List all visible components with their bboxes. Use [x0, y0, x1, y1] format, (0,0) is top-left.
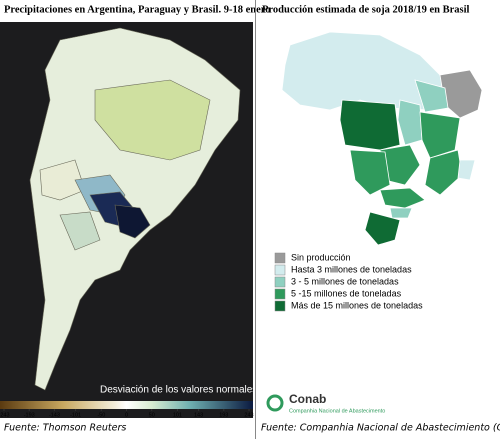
brazil-map: [281, 31, 483, 246]
colorbar: [0, 401, 253, 409]
left-title: Precipitaciones en Argentina, Paraguay y…: [4, 4, 270, 15]
colorbar-tick-label: 193: [219, 412, 228, 418]
logo-icon: [266, 394, 284, 412]
colorbar-tick-label: 243: [244, 412, 253, 418]
right-source: Fuente: Companhia Nacional de Abastecimi…: [261, 423, 500, 434]
legend-swatch: [274, 264, 286, 276]
legend-swatch: [274, 252, 286, 264]
rain-map: [29, 27, 241, 391]
left-source: Fuente: Thomson Reuters: [4, 423, 126, 434]
colorbar-tick-label: 0: [125, 412, 128, 418]
legend-label: 5 -15 millones de toneladas: [291, 288, 402, 298]
legend-swatch: [274, 276, 286, 288]
colorbar-label: Desviación de los valores normales: [100, 385, 257, 396]
colorbar-tick-label: -101: [70, 412, 81, 418]
colorbar-tick-label: -143: [49, 412, 60, 418]
logo-subtitle: Companhia Nacional de Abastecimento: [289, 408, 385, 414]
legend-label: 3 - 5 millones de toneladas: [291, 276, 399, 286]
legend-label: Hasta 3 millones de toneladas: [291, 264, 412, 274]
legend: Sin producción Hasta 3 millones de tonela…: [274, 252, 423, 312]
colorbar-ticks: -243 -193 -143 -101 -50 0 50 101 143 193 243: [0, 409, 254, 418]
colorbar-tick-label: -193: [24, 412, 35, 418]
colorbar-tick-label: 50: [149, 412, 155, 418]
colorbar-tick-label: 143: [194, 412, 203, 418]
logo: Conab: [289, 392, 326, 406]
legend-label: Más de 15 millones de toneladas: [291, 300, 423, 310]
legend-swatch: [274, 288, 286, 300]
colorbar-tick-label: -50: [97, 412, 105, 418]
colorbar-tick-label: -243: [0, 412, 10, 418]
colorbar-tick-label: 101: [173, 412, 182, 418]
right-title: Producción estimada de soja 2018/19 en B…: [262, 4, 470, 15]
legend-label: Sin producción: [291, 252, 351, 262]
legend-swatch: [274, 300, 286, 312]
